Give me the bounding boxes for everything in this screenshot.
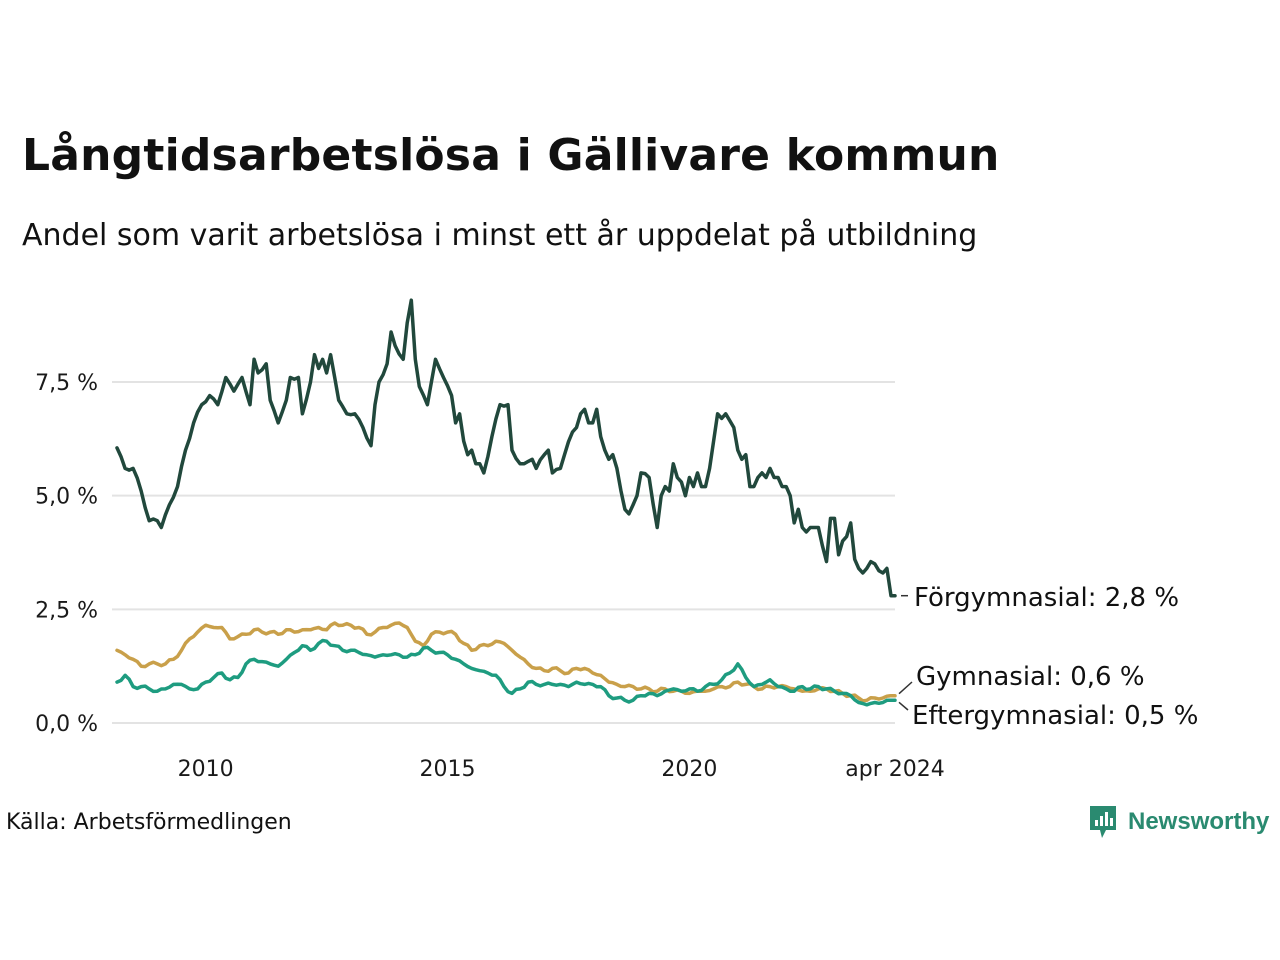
chart-title: Långtidsarbetslösa i Gällivare kommun: [22, 130, 1000, 181]
y-tick-label: 7,5 %: [35, 371, 98, 396]
end-label-gymnasial: Gymnasial: 0,6 %: [916, 662, 1145, 692]
brand-name: Newsworthy: [1128, 808, 1270, 835]
y-tick-label: 2,5 %: [35, 598, 98, 623]
end-label-eftergymnasial: Eftergymnasial: 0,5 %: [912, 701, 1198, 731]
end-label-leader: [898, 701, 909, 711]
chart-subtitle: Andel som varit arbetslösa i minst ett å…: [22, 218, 978, 253]
x-tick-label: 2010: [178, 757, 234, 782]
series-line-eftergymnasial: [115, 638, 897, 707]
x-tick-label: apr 2024: [845, 757, 944, 782]
x-tick-label: 2020: [661, 757, 717, 782]
series-line-gymnasial: [115, 621, 897, 703]
series-lines: [115, 298, 897, 707]
y-tick-label: 0,0 %: [35, 712, 98, 737]
y-tick-label: 5,0 %: [35, 485, 98, 510]
brand-logo[interactable]: Newsworthy: [1088, 804, 1269, 840]
y-axis-ticks: 0,0 % 2,5 % 5,0 % 7,5 %: [35, 371, 98, 737]
series-line-förgymnasial: [115, 298, 897, 598]
source-note: Källa: Arbetsförmedlingen: [6, 810, 292, 835]
end-label-förgymnasial: Förgymnasial: 2,8 %: [914, 583, 1179, 613]
newsworthy-logo-icon: [1090, 806, 1116, 838]
x-tick-label: 2015: [420, 757, 476, 782]
gridlines: [112, 381, 895, 724]
series-end-labels: Förgymnasial: 2,8 % Gymnasial: 0,6 % Efter…: [898, 583, 1198, 731]
end-label-leader: [898, 681, 913, 695]
x-axis-ticks: 2010 2015 2020 apr 2024: [178, 757, 945, 782]
